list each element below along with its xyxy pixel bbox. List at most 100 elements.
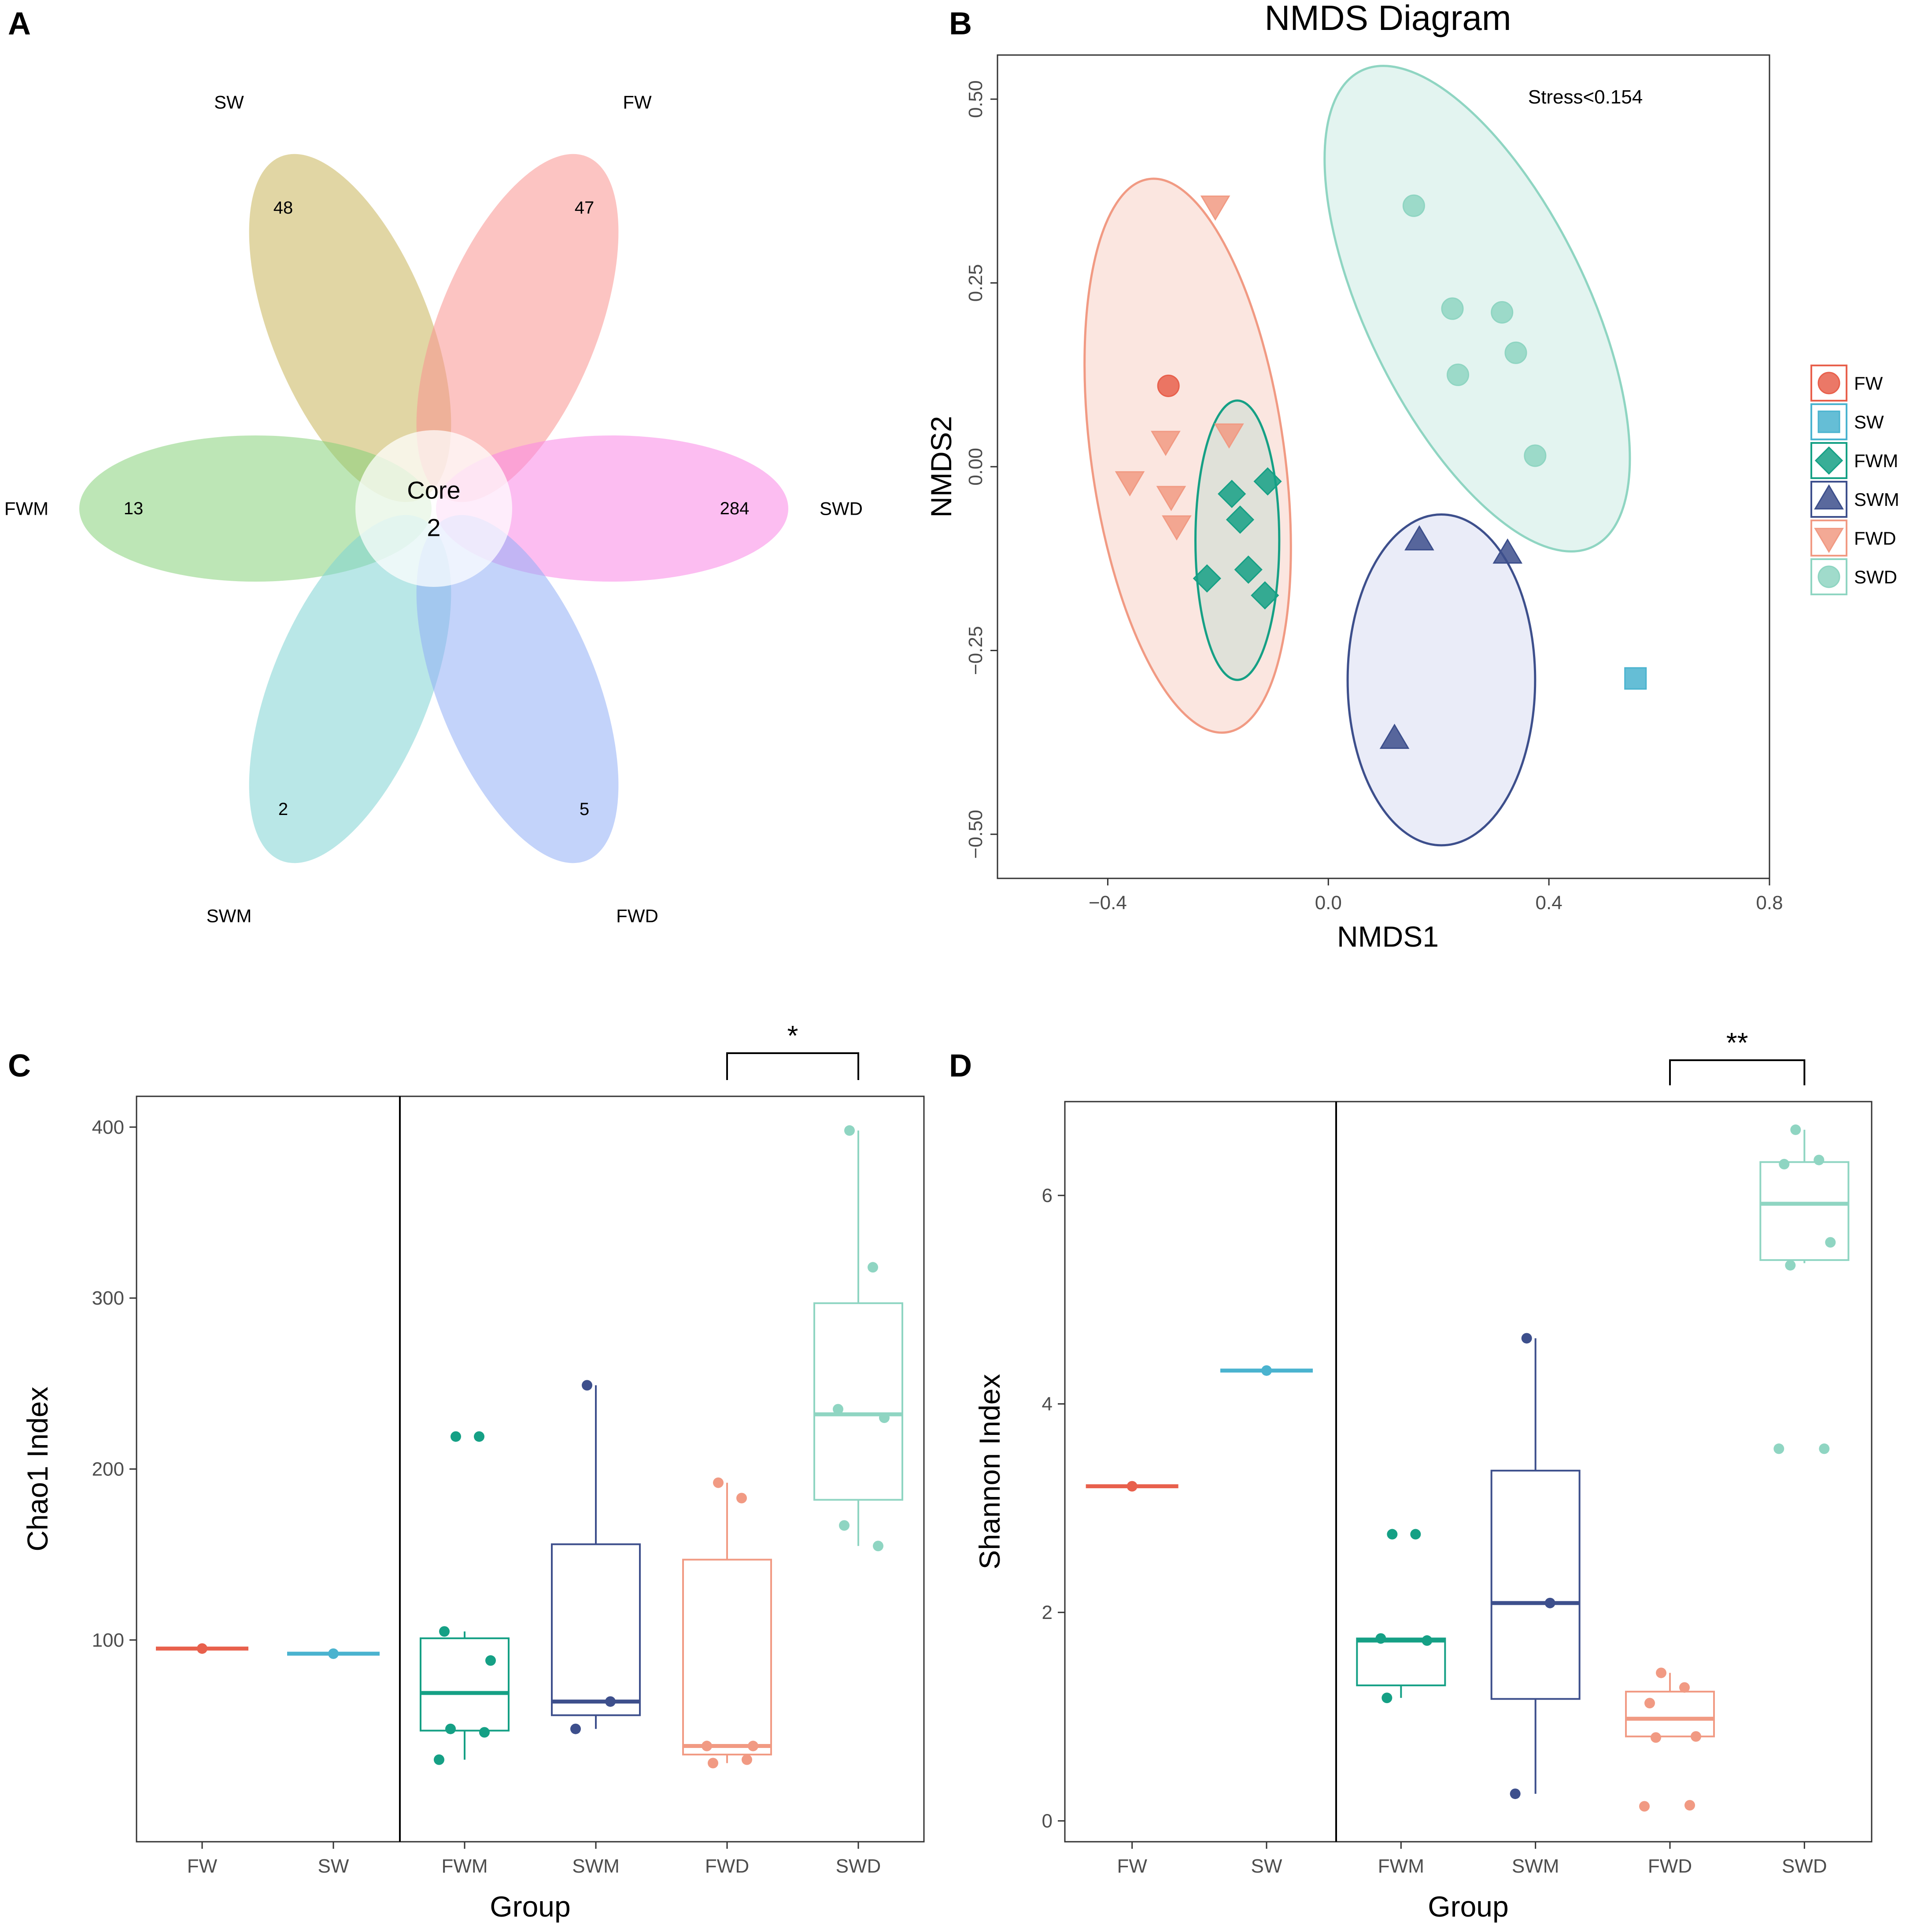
data-point-swd bbox=[1819, 1443, 1830, 1454]
box-fwm bbox=[420, 1637, 510, 1732]
core-circle bbox=[355, 430, 512, 587]
box-fwd bbox=[1625, 1691, 1715, 1737]
data-point-fwm bbox=[1375, 1633, 1386, 1644]
y-tick-label: −0.25 bbox=[965, 626, 986, 675]
data-point-fwm bbox=[474, 1431, 484, 1442]
data-point-swd bbox=[1773, 1443, 1784, 1454]
legend-label-fw: FW bbox=[1854, 373, 1883, 394]
data-point-swm bbox=[605, 1696, 616, 1707]
data-point-swd bbox=[833, 1404, 843, 1415]
point-fwm bbox=[1226, 505, 1255, 534]
point-swd bbox=[1491, 301, 1514, 324]
data-point-swd bbox=[1825, 1237, 1836, 1248]
petal-fwd bbox=[416, 515, 619, 863]
data-point-fwd bbox=[1679, 1682, 1690, 1693]
data-point-fw bbox=[1127, 1481, 1138, 1492]
data-point-swd bbox=[1779, 1159, 1790, 1170]
data-point-fwm bbox=[479, 1727, 490, 1738]
petal-label-sw: SW bbox=[214, 92, 244, 113]
point-fw bbox=[1157, 374, 1180, 397]
y-tick-label: 0 bbox=[1042, 1810, 1053, 1832]
core-count: 2 bbox=[427, 514, 440, 542]
data-point-swd bbox=[879, 1412, 890, 1423]
data-point-fwd bbox=[1684, 1800, 1695, 1811]
y-axis-title: NMDS2 bbox=[925, 416, 957, 517]
x-tick-label-fw: FW bbox=[1117, 1855, 1147, 1877]
x-tick-label-swd: SWD bbox=[836, 1855, 881, 1877]
significance-bracket bbox=[726, 1052, 859, 1080]
data-point-swd bbox=[868, 1262, 878, 1273]
point-swm bbox=[1404, 525, 1434, 551]
point-fwd bbox=[1214, 423, 1244, 449]
data-point-fwm bbox=[1387, 1529, 1398, 1540]
point-sw bbox=[1624, 667, 1647, 690]
ellipse-swd bbox=[1323, 65, 1631, 553]
x-tick-label-swm: SWM bbox=[572, 1855, 620, 1877]
stress-annotation: Stress<0.154 bbox=[1528, 86, 1643, 108]
box-fwd bbox=[682, 1559, 772, 1755]
plot-frame bbox=[136, 1095, 925, 1843]
box-swd bbox=[1759, 1161, 1850, 1261]
point-swm bbox=[1379, 723, 1410, 749]
data-point-fwd bbox=[736, 1493, 747, 1504]
y-axis-title: Shannon Index bbox=[973, 1374, 1006, 1569]
petal-fw bbox=[416, 154, 619, 502]
plot-frame bbox=[1064, 1101, 1873, 1843]
data-point-swd bbox=[1785, 1260, 1796, 1271]
point-fwd bbox=[1115, 471, 1145, 497]
legend-label-sw: SW bbox=[1854, 412, 1884, 432]
point-fwd bbox=[1200, 195, 1230, 221]
y-tick-label: 0.25 bbox=[965, 264, 986, 302]
panel-label-c: C bbox=[8, 1048, 31, 1084]
x-tick-label-fwm: FWM bbox=[441, 1855, 488, 1877]
significance-label: * bbox=[787, 1020, 798, 1051]
petal-swd bbox=[436, 435, 788, 582]
petal-fwm bbox=[79, 435, 432, 582]
ellipse-swm bbox=[1346, 513, 1537, 847]
data-point-swd bbox=[844, 1125, 855, 1136]
chart-title: NMDS Diagram bbox=[1264, 0, 1511, 37]
petal-label-swd: SWD bbox=[820, 498, 863, 519]
data-point-fwd bbox=[1644, 1698, 1655, 1709]
panel-label-d: D bbox=[949, 1048, 972, 1084]
petal-count-sw: 48 bbox=[273, 198, 293, 218]
point-fwm bbox=[1253, 467, 1282, 496]
data-point-swm bbox=[1510, 1788, 1521, 1799]
legend-marker-swm bbox=[1814, 484, 1844, 510]
y-tick-label: 2 bbox=[1042, 1602, 1053, 1623]
x-tick-label-sw: SW bbox=[1251, 1855, 1282, 1877]
x-axis-title: NMDS1 bbox=[1337, 920, 1439, 953]
data-point-swm bbox=[570, 1723, 581, 1734]
y-tick-label: 300 bbox=[92, 1287, 124, 1309]
data-point-fwm bbox=[445, 1723, 456, 1734]
y-tick-label: 400 bbox=[92, 1117, 124, 1138]
data-point-fwd bbox=[1656, 1667, 1666, 1678]
ellipse-fwd bbox=[1083, 177, 1292, 734]
x-tick-label: −0.4 bbox=[1089, 892, 1127, 914]
point-fwd bbox=[1156, 486, 1186, 511]
point-fwd bbox=[1151, 431, 1181, 456]
significance-label: ** bbox=[1726, 1027, 1748, 1058]
legend-label-fwd: FWD bbox=[1854, 528, 1896, 549]
legend-label-fwm: FWM bbox=[1854, 450, 1898, 471]
data-point-sw bbox=[1261, 1365, 1272, 1376]
data-point-fwm bbox=[434, 1754, 444, 1765]
data-point-fwd bbox=[713, 1477, 724, 1488]
petal-count-fwm: 13 bbox=[124, 499, 144, 518]
data-point-swd bbox=[839, 1520, 850, 1531]
data-point-fwd bbox=[1651, 1732, 1661, 1743]
box-swm bbox=[1490, 1470, 1581, 1700]
y-tick-label: 0.50 bbox=[965, 80, 986, 118]
data-point-swm bbox=[1521, 1333, 1532, 1344]
petal-count-swd: 284 bbox=[720, 499, 750, 518]
box-swd bbox=[813, 1302, 903, 1501]
chao1-boxplot-panel: 100 200 300 400 FW SW FWM SWM FWD SWD Group Chao1 I… bbox=[21, 1020, 925, 1923]
data-point-fwd bbox=[748, 1740, 758, 1751]
data-point-fwm bbox=[439, 1626, 450, 1637]
legend-label-swm: SWM bbox=[1854, 489, 1899, 510]
y-tick-label: 200 bbox=[92, 1459, 124, 1480]
petal-label-fwm: FWM bbox=[4, 498, 48, 519]
legend-marker-fw bbox=[1817, 372, 1840, 395]
y-tick-label: −0.50 bbox=[965, 810, 986, 859]
data-point-swd bbox=[1790, 1124, 1801, 1135]
